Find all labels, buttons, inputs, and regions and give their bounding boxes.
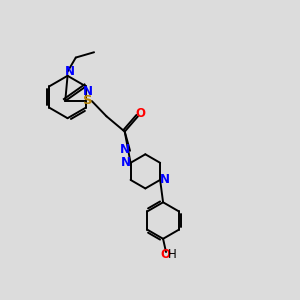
Text: N: N xyxy=(160,173,170,186)
Text: N: N xyxy=(120,143,130,156)
Text: S: S xyxy=(83,94,93,107)
Text: N: N xyxy=(83,85,93,98)
Text: O: O xyxy=(135,107,145,120)
Text: O: O xyxy=(160,248,170,262)
Text: N: N xyxy=(65,65,75,78)
Text: H: H xyxy=(168,248,177,262)
Text: N: N xyxy=(121,156,130,169)
